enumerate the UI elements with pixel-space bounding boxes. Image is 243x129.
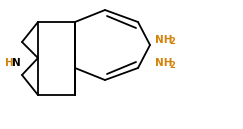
Text: 2: 2 — [169, 61, 175, 70]
Text: H: H — [5, 58, 14, 68]
Text: N: N — [12, 58, 21, 68]
Text: NH: NH — [155, 35, 173, 45]
Text: NH: NH — [155, 58, 173, 68]
Text: 2: 2 — [169, 38, 175, 46]
